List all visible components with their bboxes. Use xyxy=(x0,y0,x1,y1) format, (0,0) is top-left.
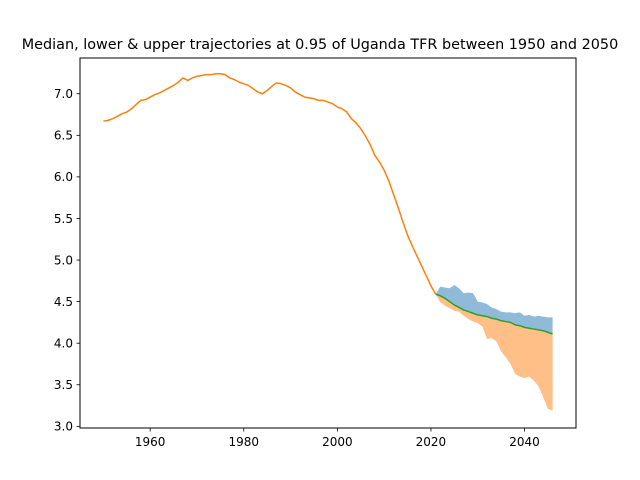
band-upper xyxy=(435,284,553,335)
x-tick-label: 1980 xyxy=(229,435,260,449)
chart-title: Median, lower & upper trajectories at 0.… xyxy=(22,37,619,53)
y-tick-label: 3.5 xyxy=(54,378,73,392)
x-tick-label: 2020 xyxy=(416,435,447,449)
plot-area xyxy=(80,58,576,428)
x-tick-label: 1960 xyxy=(135,435,166,449)
band-lower xyxy=(435,294,553,411)
lines-layer xyxy=(103,73,553,335)
axes-frame xyxy=(79,57,577,429)
y-tick-label: 4.0 xyxy=(54,336,73,350)
y-tick-label: 7.0 xyxy=(54,87,73,101)
y-tick-label: 6.5 xyxy=(54,129,73,143)
x-tick-label: 2040 xyxy=(509,435,540,449)
y-tick-label: 5.5 xyxy=(54,212,73,226)
y-axis: 3.0 3.5 4.0 4.5 5.0 5.5 6.0 6.5 7.0 xyxy=(54,87,80,434)
series-line-median xyxy=(435,293,553,335)
y-tick-label: 3.0 xyxy=(54,420,73,434)
x-tick-label: 2000 xyxy=(322,435,353,449)
y-tick-label: 4.5 xyxy=(54,295,73,309)
series-line-observed xyxy=(103,73,437,295)
bands-layer xyxy=(435,284,553,411)
x-axis: 1960 1980 2000 2020 2040 xyxy=(135,428,540,449)
y-tick-label: 6.0 xyxy=(54,170,73,184)
y-tick-label: 5.0 xyxy=(54,253,73,267)
